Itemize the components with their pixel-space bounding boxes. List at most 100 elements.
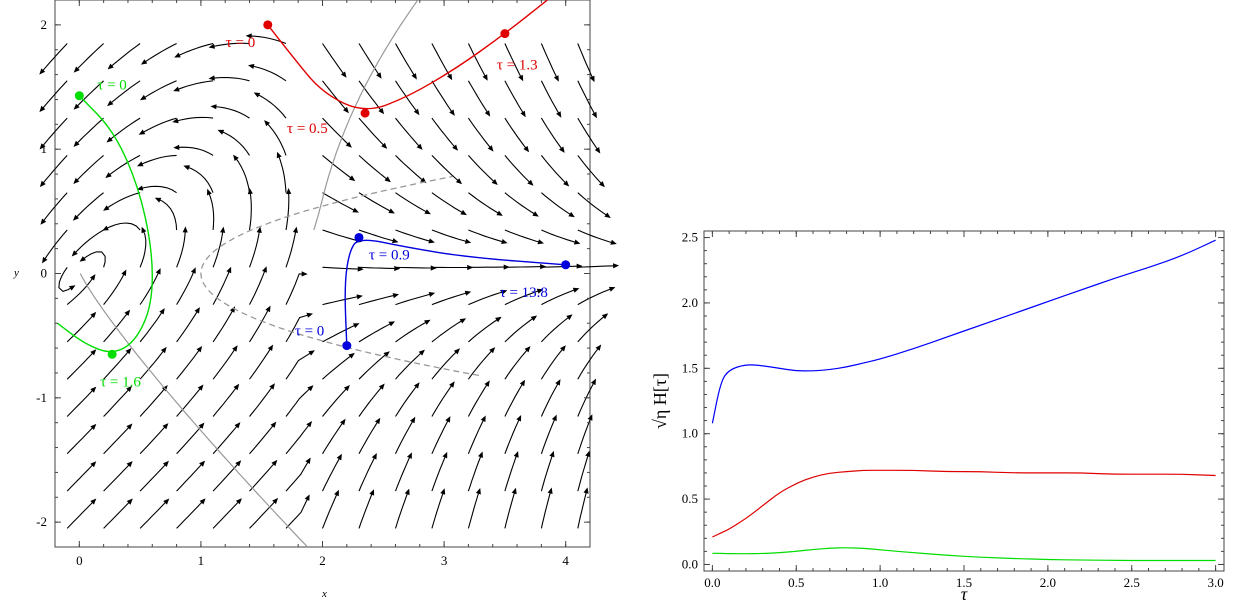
stream-line <box>66 500 95 529</box>
stream-arrowhead <box>198 422 205 429</box>
stream-line <box>212 308 235 343</box>
stream-arrowhead <box>107 63 114 70</box>
stream-line <box>577 117 600 152</box>
trajectory-blue <box>344 239 566 346</box>
stream-arrowhead <box>272 497 279 505</box>
stream-arrowhead <box>352 207 359 213</box>
stream-arrowhead <box>73 177 80 184</box>
stream-line <box>358 229 396 242</box>
left-plot-frame <box>54 0 591 548</box>
stream-line <box>321 492 339 529</box>
stream-line <box>66 351 95 380</box>
stream-arrowhead <box>103 205 110 211</box>
right-series-line-1 <box>712 469 1216 538</box>
stream-arrowhead <box>162 423 169 430</box>
stream-line <box>577 155 604 186</box>
stream-arrowhead <box>126 461 133 468</box>
stream-arrowhead <box>90 349 97 356</box>
stream-line <box>157 198 178 231</box>
stream-arrowhead <box>90 311 97 319</box>
stream-line <box>58 266 74 293</box>
stream-line <box>322 192 357 212</box>
stream-arrowhead <box>72 214 79 221</box>
stream-arrowhead <box>90 423 97 430</box>
stream-line <box>103 349 130 380</box>
stream-arrowhead <box>125 348 132 355</box>
stream-line <box>467 80 490 115</box>
stream-line <box>467 382 489 417</box>
stream-arrowhead <box>383 351 390 357</box>
stream-arrowhead <box>608 286 616 292</box>
right-y-tick-label: 2.5 <box>682 230 698 245</box>
stream-line <box>41 117 68 148</box>
stream-arrowhead <box>343 106 349 114</box>
stream-line <box>577 346 600 380</box>
stream-line <box>431 192 465 215</box>
stream-arrowhead <box>356 294 363 300</box>
stream-line <box>75 80 104 108</box>
stream-line <box>143 43 177 64</box>
trajectory-label-blue: τ = 0 <box>295 324 325 340</box>
stream-arrowhead <box>42 256 48 264</box>
stream-line <box>176 386 203 417</box>
stream-arrowhead <box>69 285 76 291</box>
stream-line <box>358 385 384 417</box>
stream-line <box>109 80 141 105</box>
right-x-tick-label: 1.0 <box>872 575 888 590</box>
stream-line <box>73 229 104 255</box>
stream-arrowhead <box>442 451 448 459</box>
stream-line <box>504 453 518 492</box>
stream-arrowhead <box>140 59 148 65</box>
stream-arrowhead <box>440 488 446 495</box>
stream-line <box>431 350 459 380</box>
stream-line <box>540 347 565 380</box>
stream-line <box>207 191 215 231</box>
stream-line <box>41 155 68 186</box>
stream-line <box>395 320 429 343</box>
stream-arrowhead <box>587 414 593 421</box>
stream-arrowhead <box>460 209 467 216</box>
stream-arrowhead <box>307 385 314 392</box>
stream-arrowhead <box>464 290 472 296</box>
stream-line <box>541 192 573 217</box>
stream-line <box>358 322 393 343</box>
stream-arrowhead <box>452 144 458 151</box>
stream-line <box>322 80 348 112</box>
stream-line <box>540 417 557 454</box>
stream-arrowhead <box>445 416 451 423</box>
stream-arrowhead <box>39 105 46 113</box>
stream-line <box>66 425 95 455</box>
stream-arrowhead <box>568 211 575 218</box>
stream-arrows <box>39 33 620 529</box>
stream-line <box>249 307 270 343</box>
stream-line <box>41 192 68 223</box>
stream-arrowhead <box>343 385 350 392</box>
stream-arrowhead <box>140 94 147 101</box>
stream-line <box>322 266 361 270</box>
stream-arrowhead <box>392 238 399 244</box>
trajectory-label-red: τ = 0.5 <box>287 121 328 137</box>
stream-line <box>467 348 494 380</box>
stream-line <box>468 318 500 343</box>
stream-line <box>176 269 196 305</box>
stream-line <box>176 146 214 156</box>
stream-line <box>256 93 287 119</box>
stream-arrowhead <box>371 453 377 460</box>
stream-line <box>395 351 424 380</box>
stream-line <box>322 43 346 76</box>
stream-line <box>139 229 147 268</box>
stream-line <box>504 490 516 529</box>
stream-arrowhead <box>523 145 530 153</box>
stream-line <box>395 266 434 269</box>
stream-arrowhead <box>301 271 308 277</box>
gray-curve-lower <box>79 273 308 548</box>
left-trajectories: τ = 0 τ = 0.5 τ = 1.3 τ = 0 τ = 1.6 τ = 0 τ = … <box>56 0 571 390</box>
stream-line <box>107 154 141 177</box>
stream-line <box>66 463 95 492</box>
trajectory-point-green <box>107 349 117 359</box>
stream-line <box>541 229 578 244</box>
stream-arrowhead <box>73 140 80 147</box>
trajectory-label-blue: τ = 13.8 <box>500 285 548 301</box>
stream-line <box>358 491 374 529</box>
trajectory-point-red <box>360 108 370 118</box>
